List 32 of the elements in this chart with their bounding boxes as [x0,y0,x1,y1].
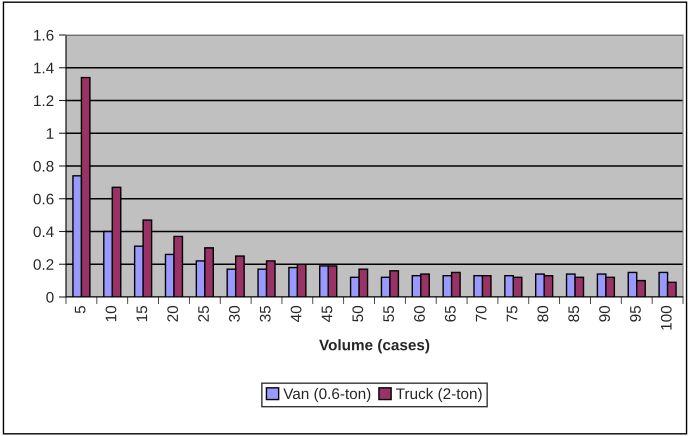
x-tick-label: 25 [198,306,209,322]
y-tick-label: 0.2 [34,259,54,270]
y-tick-label: 0.8 [34,160,54,172]
y-tick-label: 1.6 [34,30,54,41]
x-tick-label: 40 [290,306,302,322]
x-tick-label: 50 [352,306,364,322]
x-tick-label: 10 [106,306,116,322]
x-tick-label: 95 [630,306,641,322]
legend-label: Van (0.6-ton) [283,388,370,402]
x-axis-title: Volume (cases) [319,339,430,354]
x-tick-label: 85 [568,306,580,322]
x-tick-label: 20 [167,306,178,322]
y-tick-label: 1.2 [34,95,54,106]
y-tick-label: 1 [46,128,54,139]
x-tick-label: 70 [476,306,487,322]
y-tick-label: 0.4 [34,226,54,238]
x-tick-label: 100 [660,306,672,330]
x-tick-label: 30 [228,306,240,322]
x-tick-label: 45 [322,306,332,322]
x-tick-label: 75 [506,306,518,322]
x-tick-label: 15 [136,306,148,322]
x-tick-label: 60 [414,306,425,322]
y-tick-label: 0.6 [34,194,54,204]
legend-label: Truck (2-ton) [396,388,482,402]
x-tick-label: 80 [537,306,548,322]
y-tick-label: 1.4 [34,62,54,74]
x-tick-label: 65 [444,306,456,322]
x-tick-label: 35 [260,306,271,322]
x-tick-label: 5 [74,306,86,314]
y-tick-label: 0 [46,292,54,303]
x-tick-label: 90 [599,306,610,322]
x-tick-label: 55 [383,306,394,322]
